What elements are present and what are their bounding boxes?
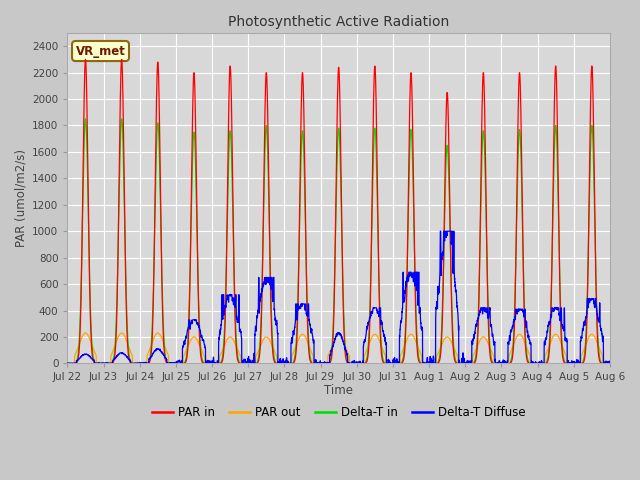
Legend: PAR in, PAR out, Delta-T in, Delta-T Diffuse: PAR in, PAR out, Delta-T in, Delta-T Dif… [147,401,530,423]
X-axis label: Time: Time [324,384,353,397]
Text: VR_met: VR_met [76,45,125,58]
Y-axis label: PAR (umol/m2/s): PAR (umol/m2/s) [15,149,28,247]
Title: Photosynthetic Active Radiation: Photosynthetic Active Radiation [228,15,449,29]
